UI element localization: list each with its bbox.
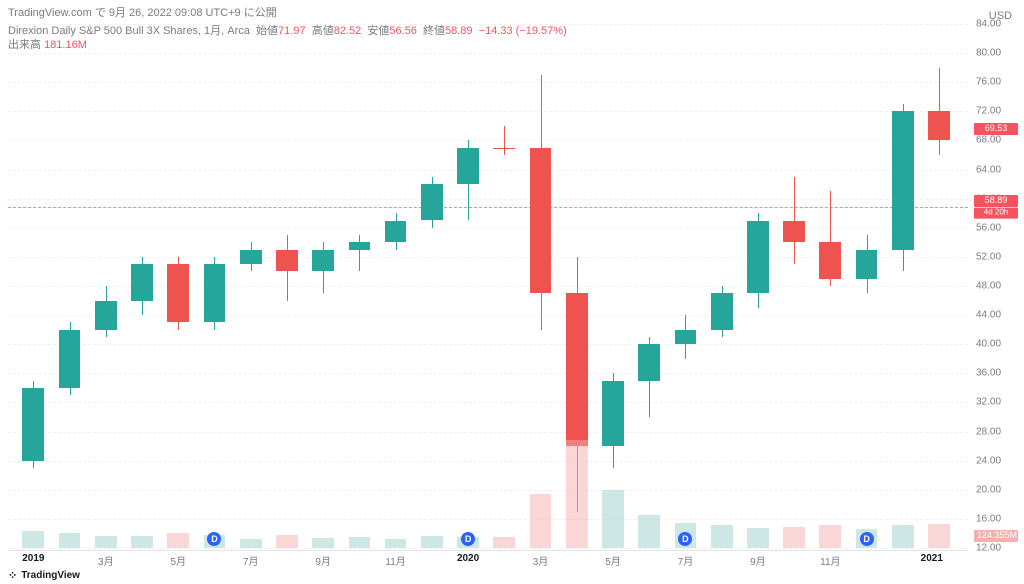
candle-body <box>892 111 914 249</box>
y-tick-label: 24.00 <box>976 455 1016 466</box>
candle-wick <box>504 126 505 155</box>
last-price-tag: 69.53 <box>974 123 1018 135</box>
candle-body <box>167 264 189 322</box>
y-tick-label: 48.00 <box>976 281 1016 292</box>
dividend-marker[interactable]: D <box>461 532 475 546</box>
y-tick-label: 72.00 <box>976 106 1016 117</box>
x-tick-label: 7月 <box>678 553 694 568</box>
volume-bar <box>783 527 805 548</box>
candle-body <box>602 381 624 447</box>
volume-bar <box>711 525 733 548</box>
volume-bar <box>167 533 189 548</box>
candle-body <box>530 148 552 294</box>
y-tick-label: 12.00 <box>976 543 1016 554</box>
volume-tag: 124.355M <box>974 530 1018 542</box>
candle-body <box>131 264 153 300</box>
x-tick-label: 3月 <box>533 553 549 568</box>
volume-bar <box>240 539 262 548</box>
dividend-marker[interactable]: D <box>678 532 692 546</box>
volume-bar <box>602 490 624 548</box>
y-tick-label: 44.00 <box>976 310 1016 321</box>
dividend-marker[interactable]: D <box>207 532 221 546</box>
x-tick-label: 2020 <box>457 553 479 564</box>
candle-body <box>59 330 81 388</box>
candle-body <box>349 242 371 249</box>
volume-bar <box>638 515 660 548</box>
candle-body <box>819 242 841 278</box>
x-tick-label: 5月 <box>170 553 186 568</box>
volume-bar <box>819 525 841 548</box>
close-price-tag: 58.89 <box>974 195 1018 207</box>
x-tick-label: 2019 <box>22 553 44 564</box>
y-tick-label: 76.00 <box>976 77 1016 88</box>
volume-bar <box>747 528 769 548</box>
candle-body <box>276 250 298 272</box>
y-tick-label: 36.00 <box>976 368 1016 379</box>
candle-body <box>385 221 407 243</box>
candle-body <box>711 293 733 329</box>
volume-bar <box>493 537 515 548</box>
volume-bar <box>385 539 407 548</box>
y-tick-label: 80.00 <box>976 48 1016 59</box>
x-tick-label: 7月 <box>243 553 259 568</box>
candle-body <box>566 293 588 446</box>
y-tick-label: 56.00 <box>976 222 1016 233</box>
y-tick-label: 64.00 <box>976 164 1016 175</box>
candle-body <box>421 184 443 220</box>
candle-body <box>312 250 334 272</box>
y-tick-label: 32.00 <box>976 397 1016 408</box>
candle-body <box>204 264 226 322</box>
x-tick-label: 3月 <box>98 553 114 568</box>
volume-bar <box>276 535 298 548</box>
x-axis: 2019 3月 5月 7月 9月 11月 2020 3月 5月 7月 9月 11月 2021 <box>8 550 968 566</box>
candle-wick <box>359 235 360 271</box>
volume-bar <box>312 538 334 548</box>
x-tick-label: 11月 <box>385 553 405 568</box>
candle-body <box>493 148 515 149</box>
y-tick-label: 52.00 <box>976 251 1016 262</box>
y-tick-label: 68.00 <box>976 135 1016 146</box>
volume-bar <box>928 524 950 548</box>
dividend-marker[interactable]: D <box>860 532 874 546</box>
volume-bar <box>349 537 371 548</box>
publish-header: TradingView.com で 9月 26, 2022 09:08 UTC+… <box>8 4 277 20</box>
volume-bar <box>566 440 588 548</box>
x-tick-label: 2021 <box>921 553 943 564</box>
candle-body <box>240 250 262 265</box>
x-tick-label: 9月 <box>750 553 766 568</box>
x-tick-label: 11月 <box>820 553 840 568</box>
x-tick-label: 5月 <box>605 553 621 568</box>
volume-bar <box>530 494 552 548</box>
volume-bar <box>421 536 443 548</box>
y-tick-label: 84.00 <box>976 19 1016 30</box>
candle-body <box>457 148 479 184</box>
candle-body <box>747 221 769 294</box>
candle-body <box>783 221 805 243</box>
candle-body <box>675 330 697 345</box>
candle-body <box>928 111 950 140</box>
candle-body <box>22 388 44 461</box>
y-tick-label: 28.00 <box>976 426 1016 437</box>
volume-bar <box>95 536 117 548</box>
tradingview-logo: ⁘ TradingView <box>8 569 80 582</box>
countdown-tag: 4d 20h <box>974 207 1018 218</box>
y-tick-label: 20.00 <box>976 484 1016 495</box>
candlestick-chart[interactable]: 12.0016.0020.0024.0028.0032.0036.0040.00… <box>8 24 968 548</box>
y-tick-label: 16.00 <box>976 513 1016 524</box>
volume-bar <box>131 536 153 548</box>
volume-bar <box>59 533 81 548</box>
candle-body <box>638 344 660 380</box>
volume-bar <box>22 531 44 548</box>
y-tick-label: 40.00 <box>976 339 1016 350</box>
tv-icon: ⁘ <box>8 569 17 582</box>
volume-bar <box>892 525 914 548</box>
x-tick-label: 9月 <box>315 553 331 568</box>
candle-body <box>95 301 117 330</box>
candle-body <box>856 250 878 279</box>
